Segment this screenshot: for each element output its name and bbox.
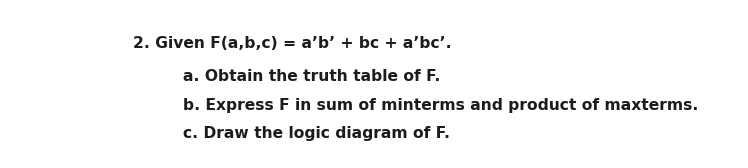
Text: c. Draw the logic diagram of F.: c. Draw the logic diagram of F. bbox=[183, 126, 450, 141]
Text: a. Obtain the truth table of F.: a. Obtain the truth table of F. bbox=[183, 69, 441, 84]
Text: 2. Given F(a,b,c) = a’b’ + bc + a’bc’.: 2. Given F(a,b,c) = a’b’ + bc + a’bc’. bbox=[133, 36, 452, 51]
Text: b. Express F in sum of minterms and product of maxterms.: b. Express F in sum of minterms and prod… bbox=[183, 98, 699, 113]
